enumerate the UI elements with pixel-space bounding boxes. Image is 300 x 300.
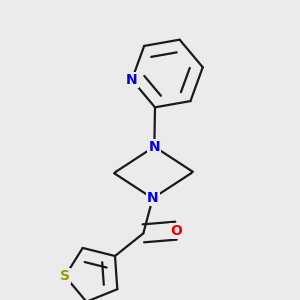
Text: N: N <box>148 140 160 154</box>
Text: S: S <box>60 269 70 283</box>
Text: O: O <box>170 224 182 238</box>
Text: N: N <box>126 73 138 87</box>
Text: N: N <box>147 191 158 205</box>
